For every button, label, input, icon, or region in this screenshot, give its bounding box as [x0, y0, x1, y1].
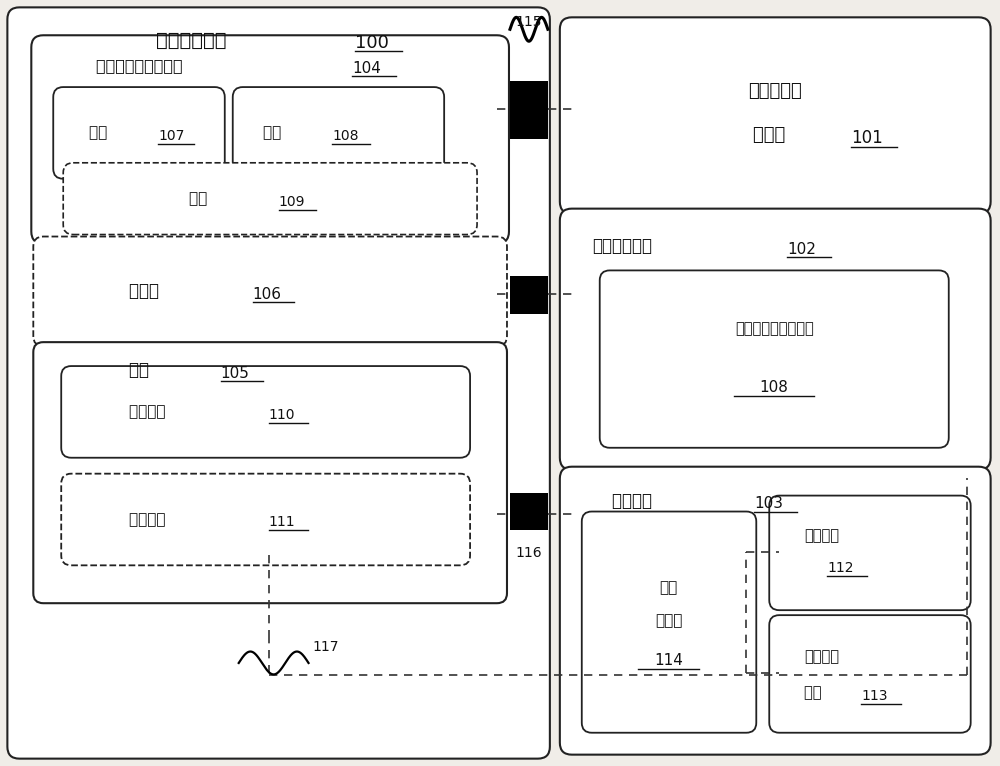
Text: 声音: 声音 [89, 126, 117, 140]
Text: 移动计算设备: 移动计算设备 [156, 31, 239, 50]
Text: 接口: 接口 [804, 686, 826, 700]
Text: 数据存储装置: 数据存储装置 [592, 237, 652, 256]
FancyBboxPatch shape [560, 18, 991, 214]
Bar [510, 81, 548, 139]
Text: 111: 111 [269, 516, 295, 529]
Bar [510, 493, 548, 531]
FancyBboxPatch shape [769, 615, 971, 733]
Text: 114: 114 [654, 653, 683, 669]
FancyBboxPatch shape [33, 342, 507, 603]
Text: 116: 116 [516, 546, 542, 561]
Text: 110: 110 [269, 408, 295, 422]
Text: 117: 117 [313, 640, 339, 654]
Text: 外部电力: 外部电力 [804, 650, 839, 664]
FancyBboxPatch shape [233, 87, 444, 178]
Text: 103: 103 [754, 496, 783, 511]
Bar [510, 277, 548, 314]
FancyBboxPatch shape [7, 8, 550, 758]
Text: 113: 113 [861, 689, 887, 703]
Text: 视觉: 视觉 [263, 126, 291, 140]
FancyBboxPatch shape [61, 366, 470, 458]
Text: 处理器: 处理器 [753, 126, 797, 144]
Text: 112: 112 [827, 561, 854, 575]
Text: 有线接口: 有线接口 [129, 512, 175, 527]
Text: 104: 104 [352, 61, 381, 76]
FancyBboxPatch shape [53, 87, 225, 178]
Text: 电池接口: 电池接口 [804, 528, 839, 543]
Text: 计算机可读程序指令: 计算机可读程序指令 [735, 321, 814, 336]
Text: 115: 115 [516, 15, 542, 29]
FancyBboxPatch shape [560, 466, 991, 755]
Text: 107: 107 [158, 129, 184, 143]
FancyBboxPatch shape [600, 270, 949, 448]
Text: 109: 109 [279, 195, 305, 208]
FancyBboxPatch shape [61, 473, 470, 565]
FancyBboxPatch shape [33, 237, 507, 346]
Text: 键盘: 键盘 [189, 192, 217, 206]
Text: 101: 101 [851, 129, 883, 147]
Text: 105: 105 [221, 365, 250, 381]
Text: 108: 108 [332, 129, 359, 143]
FancyBboxPatch shape [582, 512, 756, 733]
Text: 电力管理: 电力管理 [612, 492, 662, 509]
FancyBboxPatch shape [560, 208, 991, 470]
Text: 电源: 电源 [659, 580, 678, 594]
Text: 100: 100 [355, 34, 389, 52]
Text: 通信: 通信 [129, 361, 160, 379]
Text: 102: 102 [787, 242, 816, 257]
FancyBboxPatch shape [769, 496, 971, 611]
Text: 一个或多个: 一个或多个 [748, 82, 802, 100]
FancyBboxPatch shape [31, 35, 509, 244]
Text: 无线接口: 无线接口 [129, 404, 175, 420]
Text: 选择器: 选择器 [655, 614, 682, 629]
Text: 108: 108 [760, 381, 789, 395]
Text: 传感器: 传感器 [129, 283, 170, 300]
FancyBboxPatch shape [63, 163, 477, 234]
Text: 用户输入／输出接口: 用户输入／输出接口 [96, 57, 193, 73]
Text: 106: 106 [253, 286, 282, 302]
